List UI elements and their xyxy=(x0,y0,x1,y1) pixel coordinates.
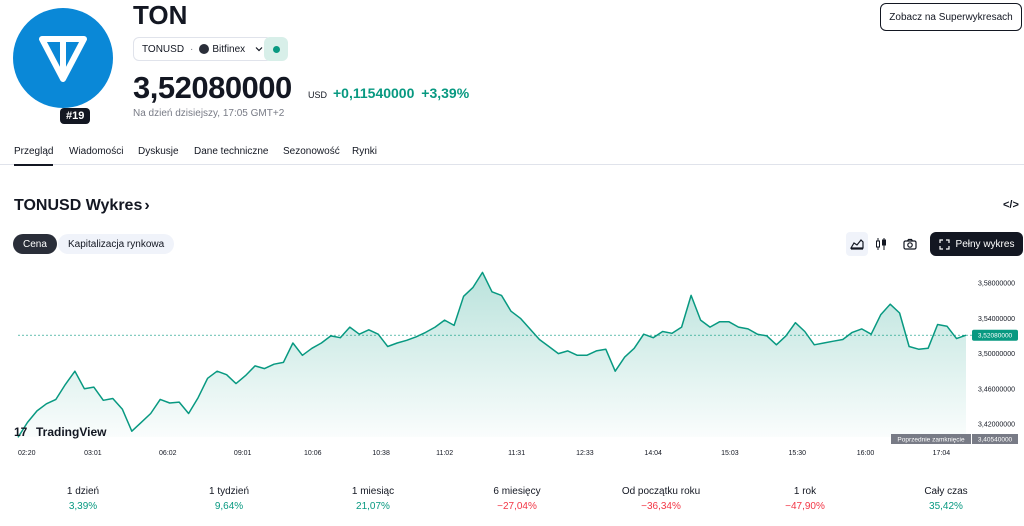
prev-close-marker: Poprzednie zamknięcie 3,40540000 xyxy=(891,434,1018,444)
fullscreen-icon xyxy=(938,238,950,250)
ton-logo-icon xyxy=(13,8,113,108)
prev-close-label: Poprzednie zamknięcie xyxy=(897,437,965,444)
y-tick-label: 3,46000000 xyxy=(978,386,1015,393)
tab-technicals[interactable]: Dane techniczne xyxy=(194,146,269,157)
market-status-indicator[interactable] xyxy=(264,37,288,61)
symbol-exchange-selector[interactable]: TONUSD · Bitfinex xyxy=(133,37,273,61)
chart-section-title-text: TONUSD Wykres xyxy=(14,197,143,214)
tab-markets[interactable]: Rynki xyxy=(352,146,378,157)
period-all[interactable]: Cały czas 35,42% xyxy=(881,477,1011,521)
price-change-pct: +3,39% xyxy=(421,85,470,101)
y-tick-label: 3,50000000 xyxy=(978,351,1015,358)
x-tick-label: 02:20 xyxy=(18,450,36,457)
period-1w[interactable]: 1 tydzień 9,64% xyxy=(161,477,297,521)
price-timestamp: Na dzień dzisiejszy, 17:05 GMT+2 xyxy=(133,108,285,119)
period-label: 1 miesiąc xyxy=(351,486,395,497)
x-tick-label: 14:04 xyxy=(644,450,662,457)
x-tick-label: 10:06 xyxy=(304,450,322,457)
period-value: −27,04% xyxy=(497,501,537,512)
last-price: 3,52080000 xyxy=(133,70,292,105)
period-value: 21,07% xyxy=(356,501,390,512)
chart-section-title[interactable]: TONUSD Wykres › xyxy=(14,197,150,215)
price-change-abs: +0,11540000 xyxy=(333,85,415,101)
open-superchart-button[interactable]: Zobacz na Superwykresach xyxy=(880,3,1022,31)
status-dot-icon xyxy=(272,45,280,53)
y-tick-label: 3,58000000 xyxy=(978,281,1015,288)
embed-code-icon[interactable]: </> xyxy=(1003,199,1019,211)
period-1d[interactable]: 1 dzień 3,39% xyxy=(13,477,153,521)
segment-market-cap[interactable]: Kapitalizacja rynkowa xyxy=(58,234,175,254)
exchange-icon xyxy=(199,44,210,54)
x-tick-label: 12:33 xyxy=(576,450,594,457)
watermark-icon: 17 xyxy=(14,425,28,439)
tab-seasonality[interactable]: Sezonowość xyxy=(283,146,340,157)
prev-close-value: 3,40540000 xyxy=(978,437,1013,444)
full-chart-label: Pełny wykres xyxy=(955,238,1015,250)
period-value: −36,34% xyxy=(641,501,681,512)
x-tick-label: 09:01 xyxy=(234,450,252,457)
period-label: Cały czas xyxy=(924,486,968,497)
period-value: 9,64% xyxy=(214,501,244,512)
period-label: 6 miesięcy xyxy=(493,486,541,497)
tradingview-watermark: 17 TradingView xyxy=(14,425,107,439)
page-title: TON xyxy=(133,0,188,30)
period-value: 3,39% xyxy=(68,501,98,512)
snapshot-tool[interactable] xyxy=(899,232,921,256)
tab-overview[interactable]: Przegląd xyxy=(14,146,54,166)
price-area-fill xyxy=(18,272,966,438)
price-currency: USD xyxy=(308,90,328,100)
x-tick-label: 15:30 xyxy=(789,450,807,457)
price-line xyxy=(17,271,967,438)
x-axis: 02:20 03:01 06:02 09:01 10:06 10:38 11:02 11:31… xyxy=(18,450,950,457)
x-tick-label: 17:04 xyxy=(933,450,951,457)
current-price-label: 3,52080000 xyxy=(972,329,1018,341)
period-value: −47,90% xyxy=(785,501,825,512)
period-label: 1 tydzień xyxy=(208,486,250,497)
x-tick-label: 03:01 xyxy=(84,450,102,457)
period-performance: 1 dzień 3,39% 1 tydzień 9,64% 1 miesiąc … xyxy=(13,477,1011,521)
tab-discussions[interactable]: Dyskusje xyxy=(138,146,179,157)
candles-chart-tool[interactable] xyxy=(870,232,892,256)
camera-icon xyxy=(903,238,917,250)
period-1y[interactable]: 1 rok −47,90% xyxy=(737,477,873,521)
period-ytd[interactable]: Od początku roku −36,34% xyxy=(593,477,729,521)
x-tick-label: 11:31 xyxy=(508,450,525,457)
watermark-text: TradingView xyxy=(36,425,107,439)
rank-badge: #19 xyxy=(60,108,91,124)
x-tick-label: 15:03 xyxy=(721,450,739,457)
area-chart-tool[interactable] xyxy=(846,232,868,256)
y-axis: 3,58000000 3,54000000 3,50000000 3,46000000… xyxy=(978,281,1015,429)
separator: · xyxy=(190,43,194,55)
x-tick-label: 10:38 xyxy=(372,450,390,457)
symbol-tabs: Przegląd Wiadomości Dyskusje Dane techni… xyxy=(0,140,1024,166)
exchange-label: Bitfinex xyxy=(212,43,246,55)
full-chart-button[interactable]: Pełny wykres xyxy=(930,232,1023,256)
period-label: 1 rok xyxy=(793,486,817,497)
price-change: +0,11540000 +3,39% xyxy=(333,85,469,101)
period-6m[interactable]: 6 miesięcy −27,04% xyxy=(449,477,585,521)
chevron-down-icon xyxy=(255,47,263,52)
tab-news[interactable]: Wiadomości xyxy=(69,146,124,157)
x-tick-label: 06:02 xyxy=(159,450,177,457)
segment-price[interactable]: Cena xyxy=(13,234,57,254)
area-chart-icon xyxy=(850,239,864,250)
period-value: 35,42% xyxy=(929,501,963,512)
current-price-value: 3,52080000 xyxy=(978,333,1013,340)
x-tick-label: 11:02 xyxy=(436,450,453,457)
candles-icon xyxy=(876,238,886,250)
period-label: 1 dzień xyxy=(66,486,100,497)
period-label: Od początku roku xyxy=(621,486,701,497)
y-tick-label: 3,54000000 xyxy=(978,316,1015,323)
period-1m[interactable]: 1 miesiąc 21,07% xyxy=(305,477,441,521)
x-tick-label: 16:00 xyxy=(857,450,875,457)
y-tick-label: 3,42000000 xyxy=(978,422,1015,429)
chevron-right-icon: › xyxy=(144,197,150,214)
price-chart[interactable]: 3,58000000 3,54000000 3,50000000 3,46000000… xyxy=(0,262,1024,462)
coin-logo-wrap: #19 xyxy=(13,8,113,124)
symbol-label: TONUSD xyxy=(142,43,185,55)
